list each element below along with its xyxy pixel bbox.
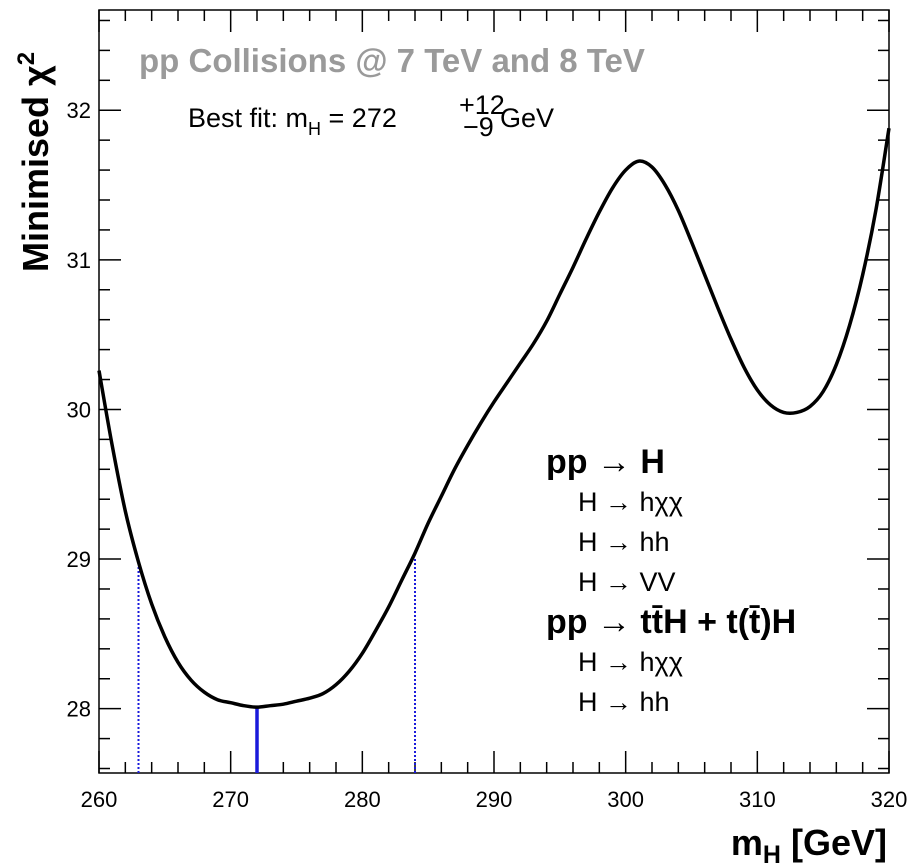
- legend-entry: H → hh: [578, 527, 670, 557]
- legend-entry: H → hh: [578, 687, 670, 717]
- y-axis-title: Minimised χ2: [13, 52, 56, 272]
- x-axis-title: mH [GeV]: [731, 822, 887, 867]
- legend-entry: H → hχχ: [578, 647, 683, 677]
- y-tick-label: 28: [67, 697, 91, 722]
- y-tick-label: 29: [67, 547, 91, 572]
- best-fit-band: [137, 559, 416, 773]
- x-tick-label: 290: [476, 787, 513, 812]
- legend-group-heading: pp → H: [546, 443, 665, 481]
- best-fit-value: = 272: [321, 103, 397, 133]
- axis-tick-labels: 260 270 280 290 300 310 320 28 29 30 31 32: [67, 98, 908, 812]
- x-tick-label: 320: [871, 787, 908, 812]
- best-fit-minus-error: −9: [463, 112, 494, 142]
- chi2-curve: [97, 127, 891, 709]
- best-fit-subscript: H: [308, 119, 321, 139]
- x-tick-label: 270: [212, 787, 249, 812]
- best-fit-prefix: Best fit: m: [188, 103, 308, 133]
- x-tick-label: 310: [739, 787, 776, 812]
- axis-ticks: [98, 10, 890, 773]
- legend-entry: H → VV: [578, 567, 676, 597]
- x-tick-label: 300: [607, 787, 644, 812]
- x-tick-label: 260: [81, 787, 118, 812]
- chart-banner: pp Collisions @ 7 TeV and 8 TeV: [139, 42, 645, 79]
- best-fit-unit: GeV: [500, 103, 554, 133]
- best-fit-label: Best fit: mH = 272: [188, 103, 397, 139]
- x-tick-label: 280: [344, 787, 381, 812]
- legend: pp → H H → hχχ H → hh H → VV pp → tt̄H + t(t…: [546, 443, 796, 717]
- y-tick-label: 32: [67, 98, 91, 123]
- legend-group-heading: pp → tt̄H + t(t̄)H: [546, 603, 796, 641]
- y-tick-label: 30: [67, 397, 91, 422]
- y-tick-label: 31: [67, 248, 91, 273]
- legend-entry: H → hχχ: [578, 487, 683, 517]
- best-fit-plus-error: +12: [459, 90, 505, 120]
